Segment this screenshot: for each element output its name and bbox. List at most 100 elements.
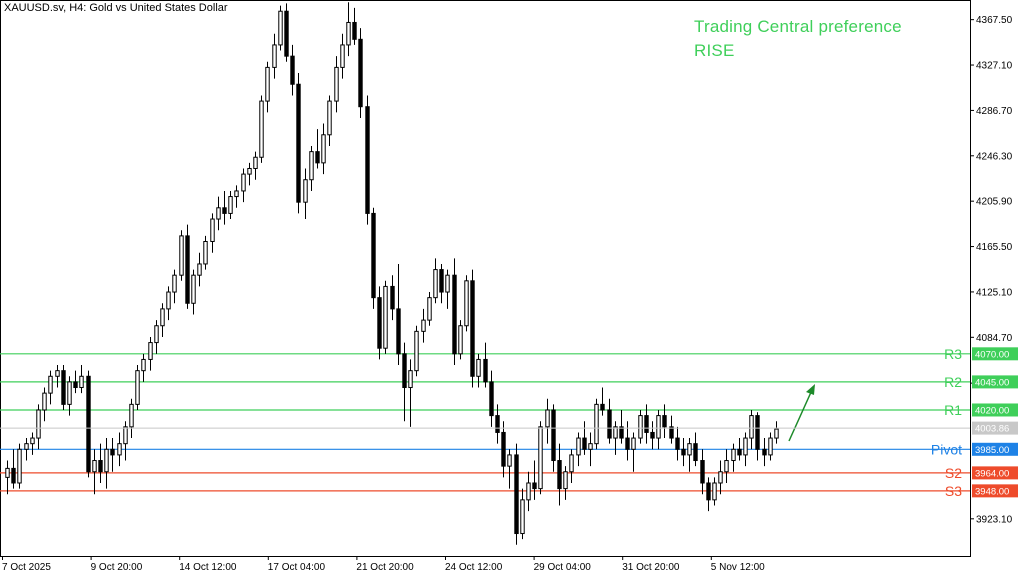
- candle-bull-body: [631, 437, 636, 450]
- candle: [718, 460, 723, 495]
- candle-bear-body: [669, 426, 674, 439]
- candle: [662, 404, 667, 439]
- candle: [445, 269, 450, 309]
- candle-bull-body: [123, 426, 128, 445]
- candle: [265, 61, 270, 113]
- candle-bull-body: [42, 392, 47, 411]
- candle: [179, 230, 184, 281]
- candle-bear-body: [296, 83, 301, 203]
- level-tag-text: 4020.00: [975, 405, 1009, 416]
- candle: [532, 460, 537, 500]
- candle-bull-body: [569, 454, 574, 473]
- candle-bull-body: [272, 44, 277, 68]
- candle: [439, 263, 444, 304]
- time-tick-label: 24 Oct 12:00: [445, 562, 503, 573]
- candle: [693, 432, 698, 467]
- candle-bull-body: [5, 467, 10, 478]
- time-tick-label: 7 Oct 2025: [2, 562, 51, 573]
- candle-bear-body: [86, 375, 91, 473]
- candle: [36, 404, 41, 450]
- candle-bull-body: [79, 375, 84, 389]
- candle: [507, 449, 512, 489]
- candle-bear-body: [644, 415, 649, 433]
- candle-bull-body: [210, 218, 215, 242]
- candle: [390, 275, 395, 321]
- candle: [408, 359, 413, 427]
- preference-value: RISE: [694, 41, 735, 60]
- candle-bear-body: [625, 437, 630, 450]
- candle-bull-body: [228, 196, 233, 214]
- candle: [5, 460, 10, 495]
- candle-bull-body: [309, 151, 314, 181]
- candle-bear-body: [185, 235, 190, 304]
- candle-bear-body: [706, 482, 711, 501]
- candle: [315, 129, 320, 169]
- level-tag-s3: [972, 484, 1018, 498]
- candle-bull-body: [576, 437, 581, 456]
- current-price-box: [972, 421, 1018, 435]
- candle-bear-body: [315, 151, 320, 164]
- price-tick-label: 4205.90: [976, 197, 1013, 208]
- candle: [334, 56, 339, 113]
- candle: [17, 443, 22, 489]
- candle: [216, 196, 221, 231]
- candle-bear-body: [470, 280, 475, 377]
- candle: [421, 308, 426, 343]
- candle: [538, 421, 543, 495]
- candle: [352, 7, 357, 45]
- candle-bear-body: [700, 460, 705, 484]
- price-tick-label: 4327.10: [976, 61, 1013, 72]
- candle-bear-body: [110, 448, 115, 456]
- candle: [582, 421, 587, 455]
- candle: [501, 421, 506, 478]
- candle: [278, 5, 283, 51]
- candle: [197, 252, 202, 287]
- candle: [24, 438, 29, 461]
- candle-bull-body: [135, 370, 140, 405]
- candle-bear-body: [402, 353, 407, 389]
- level-price-tags: 4070.00 4045.00 4020.00 3985.00 3964.00 3948.…: [972, 347, 1018, 498]
- candle: [594, 398, 599, 450]
- candle-bull-body: [545, 409, 550, 428]
- candle: [110, 438, 115, 472]
- symbol-title: XAUUSD.sv, H4: Gold vs United States Dol…: [4, 2, 228, 14]
- candle-bull-body: [172, 274, 177, 293]
- candle: [470, 269, 475, 388]
- level-tag-s2: [972, 466, 1018, 480]
- candle-bear-body: [358, 38, 363, 108]
- candle-bull-body: [421, 319, 426, 332]
- candle-bear-body: [681, 448, 686, 456]
- candle-bull-body: [414, 330, 419, 372]
- candle-bull-body: [538, 426, 543, 490]
- candle: [303, 168, 308, 220]
- candle: [464, 275, 469, 332]
- level-label-s2: S2: [945, 465, 962, 481]
- candle-bull-body: [526, 482, 531, 501]
- candle: [700, 449, 705, 495]
- candle-bull-body: [197, 263, 202, 276]
- time-tick-label: 14 Oct 12:00: [179, 562, 237, 573]
- candle-bull-body: [520, 499, 525, 535]
- candle-bear-body: [600, 403, 605, 411]
- candle: [755, 412, 760, 461]
- candle: [768, 432, 773, 461]
- candle: [203, 235, 208, 270]
- candle-bear-body: [501, 431, 506, 467]
- candle: [377, 286, 382, 360]
- candle: [327, 95, 332, 147]
- candle-bear-body: [439, 269, 444, 293]
- level-tag-r2: [972, 375, 1018, 389]
- current-price-tag: 4003.86: [0, 421, 1018, 435]
- candle-bull-body: [774, 428, 779, 439]
- candle-bull-body: [203, 240, 208, 265]
- candle: [296, 73, 301, 214]
- candle-bear-body: [557, 460, 562, 490]
- candle-bull-body: [148, 342, 153, 360]
- candle: [638, 409, 643, 444]
- candle: [631, 432, 636, 472]
- price-tick-label: 4286.70: [976, 106, 1013, 117]
- candle: [141, 353, 146, 382]
- level-tag-pivot: [972, 442, 1018, 456]
- level-tag-text: 4070.00: [975, 349, 1009, 360]
